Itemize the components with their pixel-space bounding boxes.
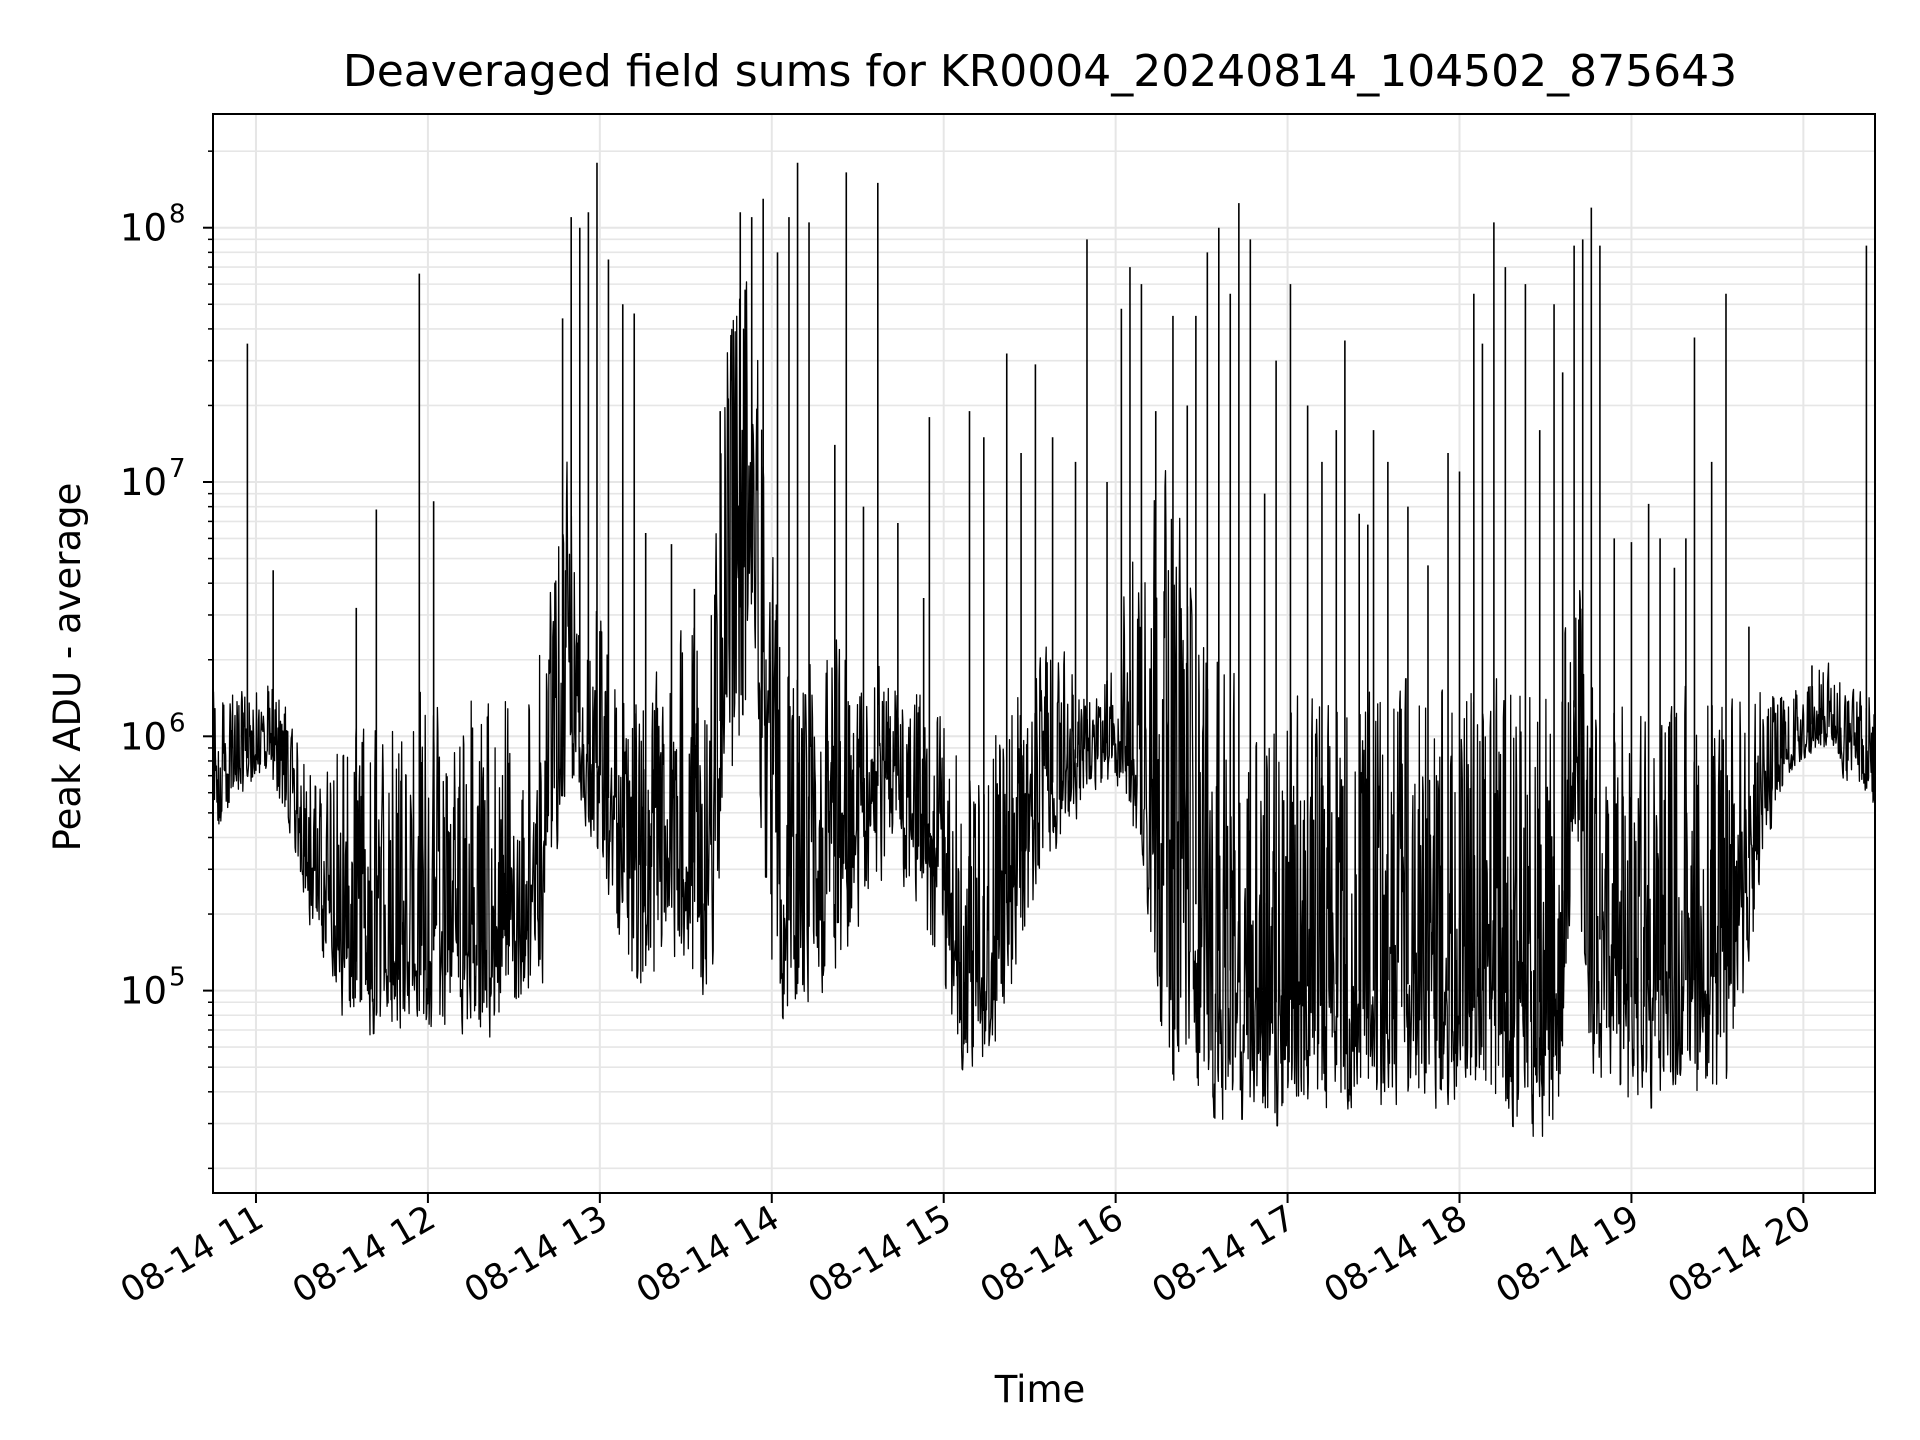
y-axis-label: Peak ADU - average (46, 483, 89, 852)
plot-area-frame (212, 113, 1876, 1194)
chart-title: Deaveraged field sums for KR0004_2024081… (343, 46, 1737, 97)
series-line (212, 281, 1876, 1137)
y-tick-exponent: 7 (169, 454, 186, 484)
x-axis-label: Time (994, 1368, 1086, 1411)
series-layer (212, 162, 1876, 1137)
y-tick-exponent: 5 (169, 963, 186, 993)
y-tick-label: 10 6 (120, 708, 186, 758)
y-tick-label: 10 5 (120, 963, 186, 1013)
y-tick-exponent: 8 (169, 200, 186, 230)
y-tick-base: 10 (120, 715, 167, 758)
y-tick-base: 10 (120, 207, 167, 250)
y-tick-base: 10 (120, 461, 167, 504)
y-tick-label: 10 7 (120, 454, 186, 504)
y-tick-label: 10 8 (120, 200, 186, 250)
y-tick-base: 10 (120, 970, 167, 1013)
y-tick-exponent: 6 (169, 708, 186, 738)
